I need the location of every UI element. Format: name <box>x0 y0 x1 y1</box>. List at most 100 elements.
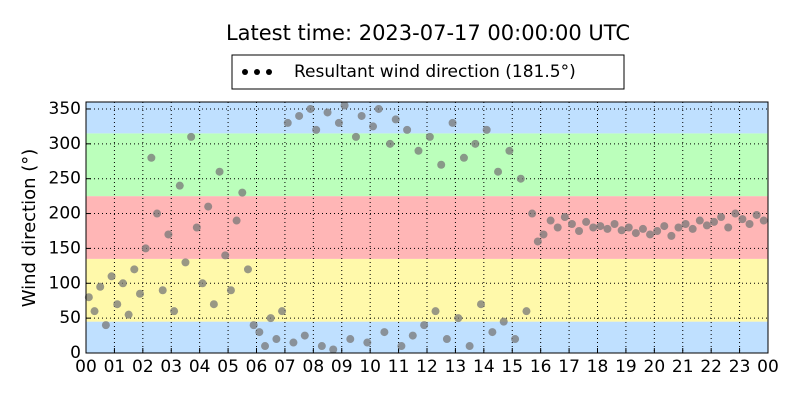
point <box>300 331 309 340</box>
point <box>306 104 315 113</box>
point <box>516 174 525 183</box>
point <box>164 230 173 239</box>
x-tick-label: 11 <box>388 357 410 377</box>
point <box>511 335 520 344</box>
point <box>238 188 247 197</box>
point <box>494 167 503 176</box>
x-tick-label: 03 <box>160 357 182 377</box>
point <box>141 244 150 253</box>
point <box>317 342 326 351</box>
point <box>329 345 338 354</box>
point <box>408 331 417 340</box>
y-tick-label: 250 <box>49 169 81 189</box>
x-tick-label: 04 <box>189 357 211 377</box>
x-tick-label: 22 <box>700 357 722 377</box>
point <box>226 286 235 295</box>
point <box>738 215 747 224</box>
point <box>567 220 576 229</box>
y-tick-label: 50 <box>59 308 81 328</box>
point <box>261 342 270 351</box>
point <box>414 146 423 155</box>
point <box>431 307 440 316</box>
point <box>249 321 258 330</box>
point <box>638 224 647 233</box>
point <box>243 265 252 274</box>
x-tick-label: 23 <box>729 357 751 377</box>
point <box>192 223 201 232</box>
x-tick-label: 00 <box>757 357 779 377</box>
point <box>272 335 281 344</box>
point <box>397 342 406 351</box>
x-tick-label: 13 <box>445 357 467 377</box>
y-tick-label: 200 <box>49 204 81 224</box>
point <box>175 181 184 190</box>
point <box>499 317 508 326</box>
point <box>425 132 434 141</box>
point <box>688 224 697 233</box>
y-axis-label: Wind direction (°) <box>19 149 40 308</box>
point <box>674 223 683 232</box>
point <box>459 153 468 162</box>
point <box>363 338 372 347</box>
point <box>323 108 332 117</box>
point <box>596 222 605 231</box>
point <box>221 251 230 260</box>
point <box>702 221 711 230</box>
x-tick-label: 16 <box>530 357 552 377</box>
point <box>731 209 740 218</box>
point <box>101 321 110 330</box>
point <box>603 224 612 233</box>
legend-marker <box>254 69 260 75</box>
x-tick-label: 20 <box>644 357 666 377</box>
x-tick-label: 12 <box>416 357 438 377</box>
point <box>266 314 275 323</box>
point <box>215 167 224 176</box>
point <box>617 226 626 235</box>
y-tick-label: 300 <box>49 134 81 154</box>
point <box>471 139 480 148</box>
point <box>289 338 298 347</box>
point <box>539 230 548 239</box>
point <box>374 104 383 113</box>
legend: Resultant wind direction (181.5°) <box>231 54 625 90</box>
point <box>488 328 497 337</box>
point <box>124 310 133 319</box>
point <box>582 217 591 226</box>
point <box>589 223 598 232</box>
point <box>391 115 400 124</box>
x-tick-label: 00 <box>75 357 97 377</box>
point <box>153 209 162 218</box>
plot-frame <box>85 101 769 354</box>
point <box>505 146 514 155</box>
y-tick-label: 100 <box>49 273 81 293</box>
point <box>454 314 463 323</box>
point <box>522 307 531 316</box>
point <box>209 300 218 309</box>
point <box>717 213 726 222</box>
point <box>465 342 474 351</box>
point <box>90 307 99 316</box>
point <box>745 220 754 229</box>
point <box>255 328 264 337</box>
point <box>482 125 491 134</box>
point <box>181 258 190 267</box>
point <box>646 230 655 239</box>
x-tick-label: 19 <box>615 357 637 377</box>
band <box>86 102 768 134</box>
x-tick-label: 02 <box>132 357 154 377</box>
point <box>631 229 640 238</box>
x-tick-label: 10 <box>359 357 381 377</box>
x-tick-label: 21 <box>672 357 694 377</box>
point <box>681 220 690 229</box>
point <box>752 210 761 219</box>
point <box>278 307 287 316</box>
point <box>312 125 321 134</box>
point <box>448 118 457 127</box>
point <box>610 220 619 229</box>
point <box>118 279 127 288</box>
point <box>357 111 366 120</box>
point <box>369 122 378 131</box>
point <box>437 160 446 169</box>
point <box>204 202 213 211</box>
